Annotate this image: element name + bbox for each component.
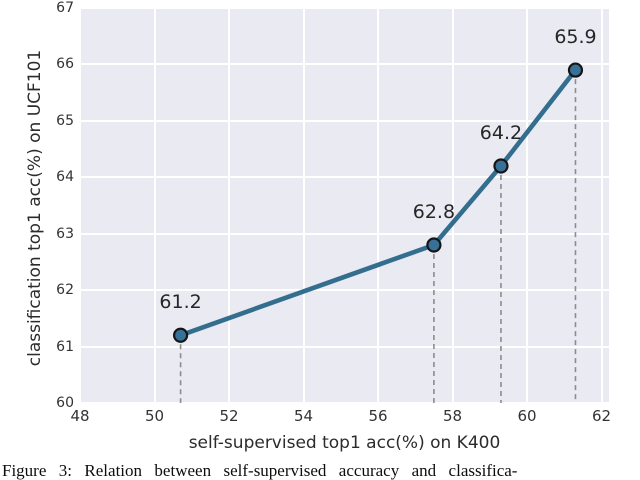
vertical-gridline [451, 8, 454, 403]
dashed-droplines [179, 70, 577, 403]
data-series-layer [172, 62, 584, 403]
vertical-gridline [377, 8, 380, 403]
y-tick-label: 66 [56, 56, 74, 73]
horizontal-gridline [80, 402, 609, 404]
point-value-label: 64.2 [479, 122, 523, 144]
x-tick-label: 60 [517, 407, 537, 425]
plot-area: 61.2 62.8 64.2 65.9 [79, 7, 609, 404]
point-value-label: 65.9 [554, 26, 597, 49]
x-tick-label: 52 [219, 407, 239, 425]
horizontal-gridline [80, 119, 609, 122]
y-tick-label: 67 [56, 0, 74, 16]
y-axis-title: classification top1 acc(%) on UCF101 [25, 49, 45, 367]
x-axis-title: self-supervised top1 acc(%) on K400 [188, 433, 501, 453]
point-value-label: 62.8 [412, 201, 456, 223]
y-tick-label: 65 [56, 112, 74, 129]
vertical-gridline [153, 8, 156, 403]
point-value-label: 61.2 [159, 291, 202, 314]
horizontal-gridline [80, 345, 609, 348]
horizontal-gridline [80, 289, 609, 292]
y-tick-label: 62 [56, 282, 74, 299]
vertical-gridline [79, 8, 81, 403]
y-tick-label: 60 [56, 395, 74, 411]
x-tick-label: 62 [592, 407, 612, 425]
horizontal-gridline [80, 7, 609, 9]
data-point-marker [493, 158, 509, 174]
data-line [178, 67, 578, 338]
y-tick-label: 61 [56, 338, 74, 355]
data-point-marker [426, 237, 442, 253]
data-point-marker [172, 327, 189, 343]
y-tick-label: 64 [56, 169, 74, 186]
y-tick-label: 63 [56, 225, 74, 242]
x-tick-label: 58 [442, 407, 463, 425]
x-tick-label: 56 [368, 407, 388, 425]
vertical-gridline [526, 8, 529, 403]
horizontal-gridline [80, 176, 609, 179]
figure-caption: Figure 3: Relation between self-supervis… [2, 461, 518, 480]
horizontal-gridline [80, 63, 609, 66]
x-tick-label: 48 [70, 407, 90, 425]
data-point-markers [172, 62, 584, 343]
horizontal-gridline [80, 232, 609, 235]
vertical-gridline [302, 8, 305, 403]
x-tick-label: 54 [293, 407, 314, 425]
vertical-gridline [600, 8, 603, 403]
x-tick-label: 50 [144, 407, 165, 425]
data-point-marker [567, 62, 584, 78]
vertical-gridline [228, 8, 230, 403]
